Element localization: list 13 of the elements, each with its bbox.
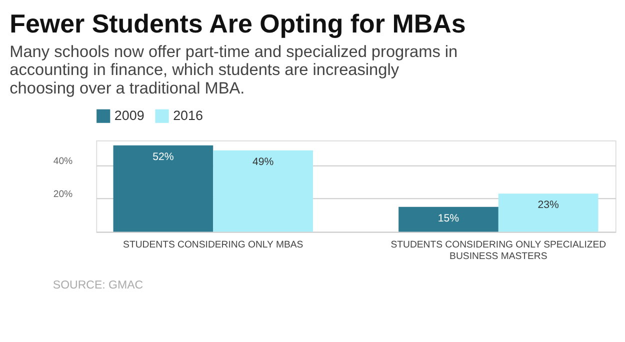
data-label: 52%: [152, 150, 174, 163]
legend-label: 2009: [114, 108, 144, 123]
data-label: 15%: [438, 212, 460, 224]
data-label: 49%: [252, 156, 274, 168]
legend-label: 2016: [173, 108, 204, 123]
x-tick-label: STUDENTS CONSIDERING ONLY SPECIALIZED BUSINESS MASTERS: [390, 240, 606, 262]
x-tick-label: STUDENTS CONSIDERING ONLY MBAS: [123, 240, 304, 251]
y-tick-label: 20%: [53, 189, 74, 200]
data-label: 23%: [538, 198, 560, 211]
chart-title: Fewer Students Are Opting for MBAs: [10, 8, 466, 39]
y-tick-label: 40%: [53, 156, 74, 167]
source-note: SOURCE: GMAC: [52, 280, 144, 292]
chart-subtitle: Many schools now offer part-time and specialized programs in accounting in finance, which students are increasingly choosing over a traditional MBA.: [10, 42, 458, 98]
